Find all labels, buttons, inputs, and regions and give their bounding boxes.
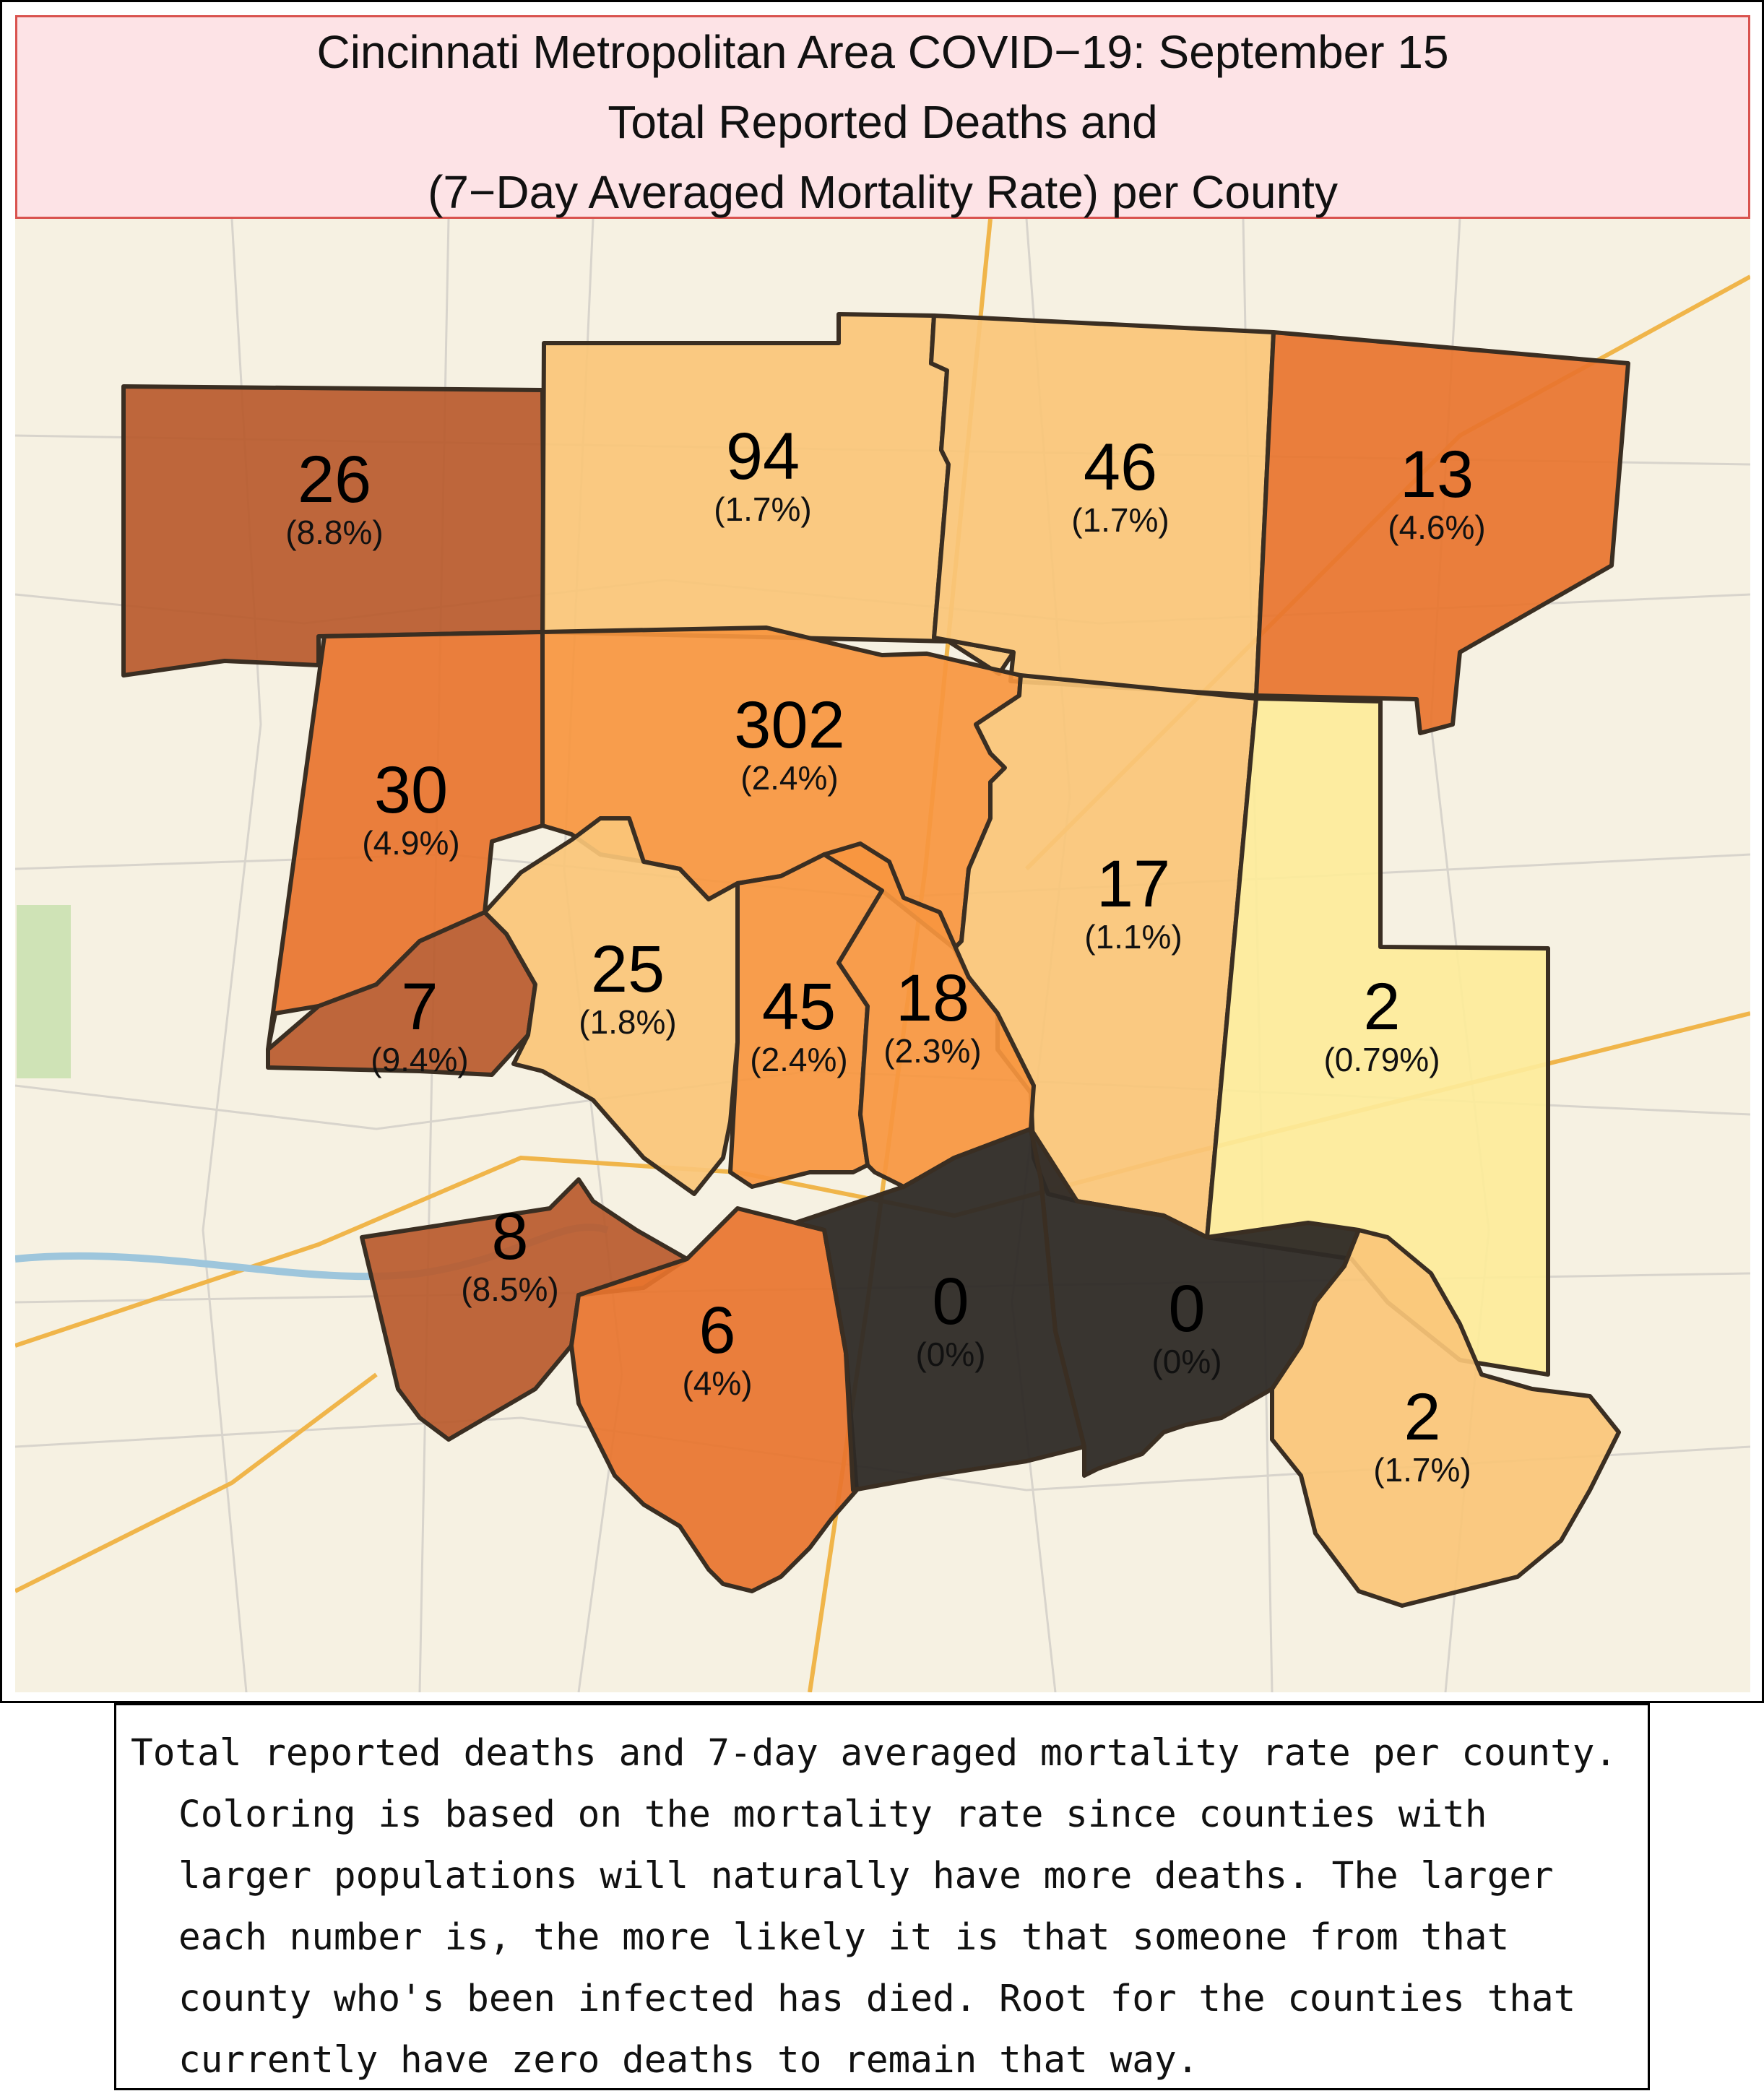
county-deaths-label: 302: [734, 688, 845, 762]
county-rate-label: (2.4%): [740, 759, 838, 797]
county-rate-label: (0%): [1151, 1343, 1222, 1380]
title-line-2: Total Reported Deaths and: [608, 96, 1158, 148]
county-rate-label: (9.4%): [371, 1041, 468, 1078]
county-deaths-label: 7: [401, 970, 438, 1044]
county-rate-label: (8.8%): [285, 514, 383, 551]
county-rate-label: (4.6%): [1388, 508, 1485, 546]
county-deaths-label: 25: [591, 932, 665, 1006]
county-deaths-label: 30: [374, 753, 448, 827]
county-rate-label: (1.7%): [1071, 501, 1169, 539]
county-deaths-label: 2: [1363, 970, 1400, 1044]
county-rate-label: (4.9%): [362, 824, 459, 862]
county-deaths-label: 45: [762, 970, 836, 1044]
title-line-1: Cincinnati Metropolitan Area COVID−19: S…: [316, 26, 1449, 78]
county-rate-label: (0.79%): [1323, 1041, 1440, 1078]
county-rate-label: (1.1%): [1084, 918, 1182, 956]
county-deaths-label: 46: [1084, 430, 1157, 504]
county-rate-label: (8.5%): [461, 1270, 558, 1308]
county-rate-label: (2.3%): [883, 1032, 981, 1070]
park-area: [17, 905, 71, 1078]
county-deaths-label: 18: [896, 961, 969, 1035]
county-rate-label: (1.7%): [714, 490, 811, 528]
county-rate-label: (0%): [915, 1335, 985, 1373]
title-box: Cincinnati Metropolitan Area COVID−19: S…: [15, 15, 1750, 219]
county-west-center[interactable]: [483, 816, 740, 1196]
county-deaths-label: 2: [1404, 1380, 1440, 1454]
county-deaths-label: 94: [726, 420, 800, 493]
map-figure: Cincinnati Metropolitan Area COVID−19: S…: [0, 0, 1764, 1703]
county-rate-label: (4%): [682, 1364, 752, 1402]
county-rate-label: (1.7%): [1373, 1451, 1471, 1489]
county-deaths-label: 8: [491, 1200, 528, 1273]
county-deaths-label: 13: [1400, 438, 1474, 511]
labels-layer: 26(8.8%)94(1.7%)46(1.7%)13(4.6%)30(4.9%)…: [285, 420, 1485, 1489]
title-line-3: (7−Day Averaged Mortality Rate) per Coun…: [428, 166, 1338, 218]
county-rate-label: (1.8%): [579, 1003, 676, 1041]
county-deaths-label: 6: [699, 1294, 735, 1367]
county-deaths-label: 26: [298, 443, 371, 516]
county-northeast[interactable]: [1254, 330, 1630, 735]
county-deaths-label: 0: [1168, 1272, 1205, 1346]
county-map: 26(8.8%)94(1.7%)46(1.7%)13(4.6%)30(4.9%)…: [15, 219, 1750, 1692]
caption: Total reported deaths and 7-day averaged…: [114, 1703, 1650, 2090]
county-deaths-label: 0: [932, 1265, 969, 1338]
county-southeast[interactable]: [1270, 1228, 1621, 1608]
county-rate-label: (2.4%): [750, 1041, 847, 1078]
counties-layer: [121, 312, 1630, 1608]
county-deaths-label: 17: [1097, 847, 1170, 921]
